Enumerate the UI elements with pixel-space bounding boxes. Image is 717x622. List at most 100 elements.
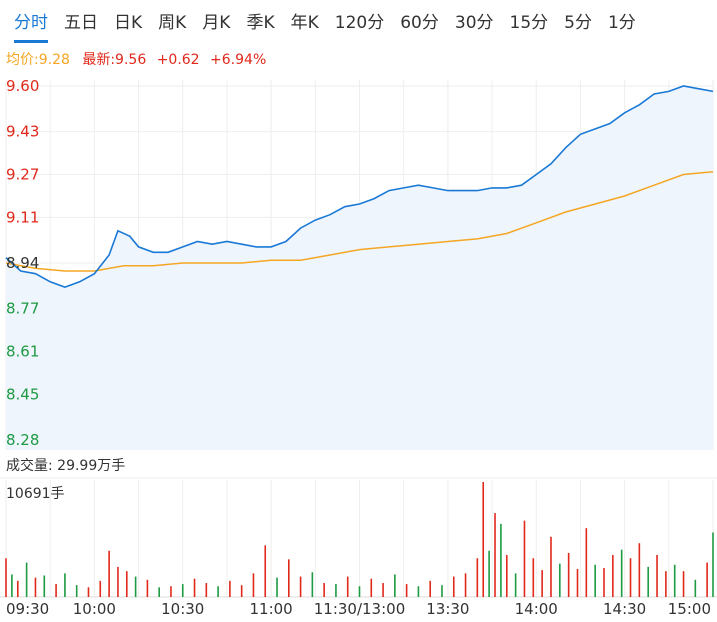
tab-7[interactable]: 120分 [334,13,385,33]
volume-bar [673,564,676,597]
volume-bar [229,580,231,597]
volume-bar [264,545,267,597]
volume-bar [567,552,570,597]
volume-bar [464,573,467,597]
x-tick-label: 14:00 [515,600,558,618]
tab-3[interactable]: 周K [158,13,187,33]
volume-bar [541,570,543,597]
volume-bar [11,574,13,597]
y-tick-label: 9.27 [6,166,39,184]
volume-bar [514,573,517,597]
volume-bar [620,549,623,597]
tab-8[interactable]: 60分 [400,13,439,33]
tab-0[interactable]: 分时 [6,0,56,46]
volume-bar [108,550,110,597]
tab-2[interactable]: 日K [114,13,143,33]
volume-bar [158,587,160,597]
volume-max-label: 10691手 [6,486,65,502]
x-tick-label: 10:00 [73,600,116,618]
tab-9[interactable]: 30分 [454,13,494,33]
volume-bar [170,586,172,597]
volume-bar [656,555,658,597]
y-tick-label: 8.28 [6,431,39,449]
volume-bar [335,584,337,597]
volume-bar [181,584,184,597]
volume-bar [488,550,490,597]
price-change-label: +0.62 [156,52,200,68]
volume-bar [441,585,443,597]
price-info-line: 均价:9.28 最新:9.56 +0.62 +6.94% [6,50,272,70]
chart-period-tabs: 分时 五日 日K 周K 月K 季K 年K 120分 60分 30分 15分 5分 1分 [0,0,717,46]
tab-11[interactable]: 5分 [564,13,592,33]
tab-4[interactable]: 月K [202,13,231,33]
volume-bar [665,571,667,597]
volume-bar [75,585,78,597]
volume-bar [405,584,408,597]
volume-bar [217,586,219,597]
volume-bar [482,482,485,597]
volume-bar [523,520,526,597]
x-tick-label: 10:30 [161,600,204,618]
volume-bar [25,562,28,597]
volume-bar [64,573,66,597]
volume-bar [532,558,535,597]
x-tick-label: 09:30 [6,600,49,618]
volume-bar [417,586,420,597]
volume-bar [682,571,685,597]
average-price-label: 均价:9.28 [6,52,70,68]
tab-6[interactable]: 年K [290,13,319,33]
volume-bar [311,572,314,597]
latest-price-group: 最新:9.56 +0.62 +6.94% [82,52,272,68]
volume-bar [594,564,596,597]
volume-bar [193,578,196,597]
volume-bar [694,579,697,597]
volume-bar [429,580,431,597]
price-change-percent-label: +6.94% [210,52,267,68]
volume-bar [43,575,46,597]
volume-bar [87,587,90,597]
y-tick-label: 8.77 [6,300,39,318]
volume-bar [576,569,579,597]
volume-bar [252,573,255,597]
volume-bar [5,558,7,597]
volume-bar [559,563,561,597]
price-area-fill [6,86,713,450]
y-tick-label: 9.43 [6,123,39,141]
volume-bar [125,571,128,597]
volume-bar [288,559,290,597]
volume-bar [205,583,208,597]
volume-bar [299,576,302,597]
volume-bar [452,576,455,597]
volume-bar [638,543,641,597]
x-tick-label: 15:00 [668,600,711,618]
average-price-line [5,171,714,272]
volume-bar [117,566,119,597]
y-tick-label: 9.60 [6,77,39,95]
tab-1[interactable]: 五日 [64,13,98,33]
y-tick-label: 8.61 [6,343,39,361]
volume-bar [276,577,278,597]
volume-bar [382,583,384,597]
x-tick-label: 11:00 [250,600,293,618]
volume-total-label: 成交量: 29.99万手 [6,458,126,474]
volume-bar [550,536,552,597]
tab-10[interactable]: 15分 [509,13,549,33]
latest-price-label: 最新:9.56 [82,52,147,68]
price-line [5,85,714,288]
volume-bar [358,586,361,597]
volume-bar [394,574,396,597]
x-tick-label: 14:30 [603,600,646,618]
volume-bar [629,558,632,597]
volume-bar [99,580,102,597]
volume-bar [647,566,649,597]
tab-12[interactable]: 1分 [607,13,636,33]
volume-bar [240,585,243,597]
y-tick-label: 8.45 [6,385,39,403]
volume-bar [16,580,19,597]
volume-bar [612,555,614,597]
volume-bar [346,576,349,597]
tab-5[interactable]: 季K [246,13,275,33]
volume-bar [505,555,508,597]
y-tick-label: 8.94 [6,254,39,272]
